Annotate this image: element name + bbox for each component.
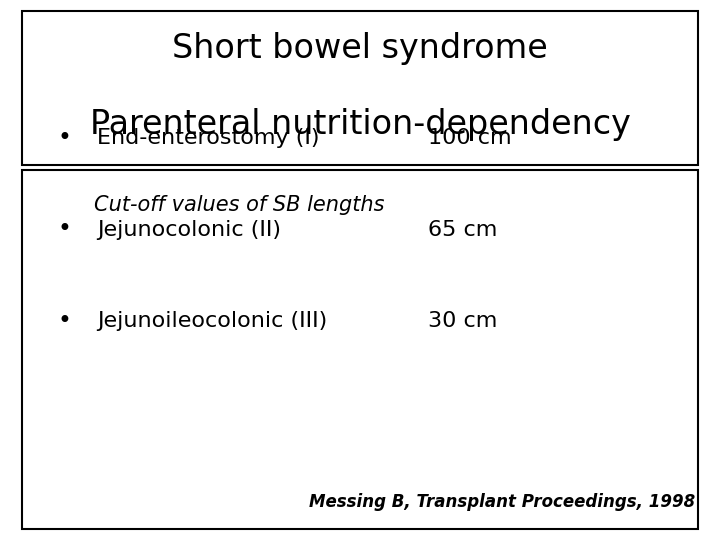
Text: 100 cm: 100 cm [428, 127, 512, 148]
Text: •: • [58, 309, 72, 333]
Text: 30 cm: 30 cm [428, 311, 498, 332]
Text: Parenteral nutrition-dependency: Parenteral nutrition-dependency [89, 108, 631, 141]
Text: Short bowel syndrome: Short bowel syndrome [172, 32, 548, 65]
Text: •: • [58, 218, 72, 241]
FancyBboxPatch shape [22, 170, 698, 529]
Text: Messing B, Transplant Proceedings, 1998: Messing B, Transplant Proceedings, 1998 [309, 493, 695, 511]
Text: Cut-off values of SB lengths: Cut-off values of SB lengths [94, 195, 384, 215]
Text: •: • [58, 126, 72, 150]
Text: Jejunocolonic (II): Jejunocolonic (II) [97, 219, 282, 240]
FancyBboxPatch shape [22, 11, 698, 165]
Text: End-enterostomy (I): End-enterostomy (I) [97, 127, 320, 148]
Text: 65 cm: 65 cm [428, 219, 498, 240]
Text: Jejunoileocolonic (III): Jejunoileocolonic (III) [97, 311, 328, 332]
